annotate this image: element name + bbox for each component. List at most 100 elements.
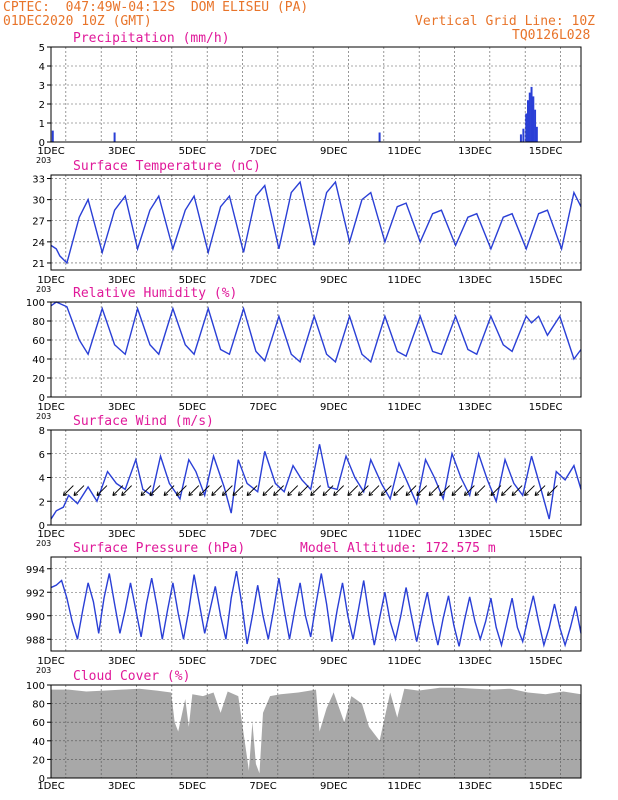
wind-xtick-label: 15DEC — [529, 529, 563, 540]
cloud-title: Cloud Cover (%) — [73, 669, 190, 684]
cloud-xtick-label: 15DEC — [529, 781, 563, 792]
precip-ytick-label: 3 — [39, 81, 45, 92]
wind-arrow-head — [380, 491, 386, 497]
wind-arrow — [534, 485, 546, 496]
wind-frame — [50, 429, 582, 526]
pressure-xtick-label: 1DEC — [37, 656, 64, 667]
wind-arrow-head — [439, 491, 444, 497]
rh-xtick-label: 9DEC — [320, 402, 347, 413]
wind-arrow-head — [297, 491, 303, 497]
rh-ytick-label: 100 — [26, 298, 45, 309]
wind-arrow-head — [546, 491, 552, 497]
wind-arrow — [149, 485, 161, 496]
wind-arrow-head — [451, 491, 457, 497]
wind-arrow — [547, 485, 558, 496]
wind-arrow-head — [112, 491, 117, 497]
cloud-ytick-label: 0 — [39, 774, 45, 785]
temp-ytick-label: 33 — [32, 175, 45, 186]
precip-bar — [527, 100, 529, 142]
temp-ytick-label: 21 — [32, 259, 45, 270]
rh-ytick-label: 60 — [32, 336, 45, 347]
rh-xtick-label: 5DEC — [179, 402, 206, 413]
wind-arrow-head — [232, 491, 238, 497]
cloud-xtick-label: 1DEC — [37, 781, 64, 792]
header-model: TQ0126L028 — [512, 28, 591, 43]
pressure-xtick-label: 9DEC — [320, 656, 347, 667]
wind-arrow-head — [511, 491, 517, 497]
precip-bar — [519, 134, 522, 142]
wind-arrow — [273, 485, 284, 496]
temp-xtick-label: 7DEC — [249, 275, 276, 286]
pressure-line — [50, 570, 582, 648]
wind-arrow-head — [163, 491, 169, 497]
precip-xtick-label: 15DEC — [529, 146, 563, 157]
cloud-frame — [50, 684, 582, 779]
wind-arrow — [73, 485, 85, 496]
cloud-ytick-label: 80 — [32, 700, 45, 711]
wind-xtick-label: 11DEC — [387, 529, 421, 540]
wind-ytick-label: 4 — [39, 474, 45, 485]
wind-arrow — [112, 485, 124, 496]
wind-truncated-mark: 203 — [36, 539, 51, 548]
header-run-date: 01DEC2020 10Z (GMT) — [3, 14, 152, 29]
wind-xtick-label: 13DEC — [458, 529, 492, 540]
wind-arrow — [451, 485, 463, 496]
temp-title: Surface Temperature (nC) — [73, 159, 261, 174]
precip-ytick-label: 2 — [39, 100, 45, 111]
rh-ytick-label: 80 — [32, 317, 45, 328]
cloud-xtick-label: 13DEC — [458, 781, 492, 792]
wind-arrow-head — [405, 491, 411, 497]
precip-ytick-label: 0 — [39, 138, 45, 149]
wind-arrow — [405, 485, 417, 496]
wind-arrow — [232, 485, 244, 496]
wind-arrow — [511, 485, 523, 496]
rh-frame — [50, 301, 582, 398]
wind-arrow-head — [73, 491, 79, 497]
pressure-ytick-label: 988 — [26, 635, 45, 646]
temp-ytick-label: 24 — [32, 238, 45, 249]
wind-arrow-head — [287, 491, 292, 497]
temp-frame — [50, 174, 582, 271]
wind-arrow-head — [416, 491, 421, 497]
wind-arrow-head — [393, 491, 398, 497]
pressure-ytick-label: 992 — [26, 588, 45, 599]
wind-arrow-head — [211, 491, 216, 497]
wind-arrow-head — [273, 491, 278, 497]
rh-xtick-label: 3DEC — [108, 402, 135, 413]
wind-arrow-head — [310, 491, 315, 497]
precip-bar — [532, 96, 535, 142]
wind-arrow-head — [357, 491, 363, 497]
precip-xtick-label: 5DEC — [179, 146, 206, 157]
wind-arrow — [501, 485, 512, 496]
precip-ytick-label: 5 — [39, 43, 45, 54]
wind-arrow-head — [221, 491, 227, 497]
precip-bar — [535, 126, 538, 142]
wind-ytick-label: 8 — [39, 426, 45, 437]
wind-arrow — [490, 485, 502, 496]
wind-arrow — [310, 485, 322, 496]
wind-ytick-label: 6 — [39, 450, 45, 461]
wind-arrow-head — [175, 491, 181, 497]
wind-title: Surface Wind (m/s) — [73, 414, 214, 429]
wind-arrow-head — [428, 491, 434, 497]
precip-xtick-label: 7DEC — [249, 146, 276, 157]
wind-arrow-head — [121, 491, 126, 497]
cloud-ytick-label: 40 — [32, 737, 45, 748]
precip-bar — [530, 86, 533, 142]
precip-frame — [50, 46, 582, 143]
temp-xtick-label: 5DEC — [179, 275, 206, 286]
wind-arrow-head — [198, 491, 204, 497]
wind-arrow — [393, 485, 405, 496]
wind-arrow-head — [246, 491, 252, 497]
wind-arrow — [333, 485, 345, 496]
rh-ytick-label: 40 — [32, 355, 45, 366]
wind-arrow-head — [262, 491, 268, 497]
wind-arrow — [297, 485, 309, 496]
wind-ytick-label: 0 — [39, 521, 45, 532]
pressure-ytick-label: 994 — [26, 565, 45, 576]
wind-arrow-head — [534, 491, 540, 497]
wind-ytick-label: 2 — [39, 497, 45, 508]
rh-xtick-label: 1DEC — [37, 402, 64, 413]
precip-bar — [525, 113, 528, 142]
cloud-ytick-label: 100 — [26, 681, 45, 692]
